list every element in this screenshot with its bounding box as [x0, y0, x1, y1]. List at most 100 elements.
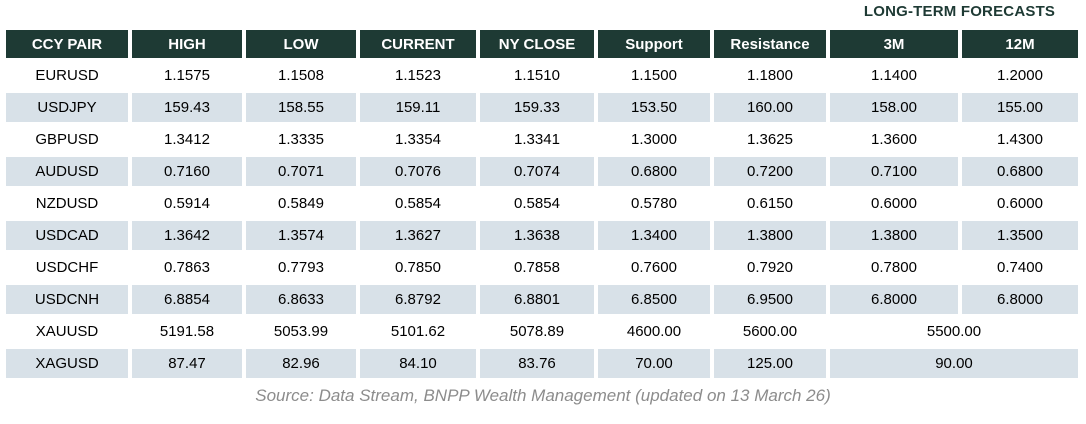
- value-cell: 6.8000: [830, 285, 958, 314]
- header-cell: Support: [598, 30, 710, 58]
- value-cell: 4600.00: [626, 323, 682, 340]
- value-cell: 0.7200: [714, 157, 826, 186]
- value-cell: 1.3642: [132, 221, 242, 250]
- header-cell: 3M: [830, 30, 958, 58]
- value-cell: 1.3600: [871, 131, 917, 148]
- value-cell: 6.8792: [360, 285, 476, 314]
- value-cell: 0.6150: [747, 195, 793, 212]
- table-row: GBPUSD 1.3412 1.3335 1.3354 1.3341 1.3000 1.36…: [6, 125, 1078, 154]
- header-cell: HIGH: [132, 30, 242, 58]
- value-cell: 0.6000: [997, 195, 1043, 212]
- value-cell: 1.1500: [631, 67, 677, 84]
- value-cell: 0.7600: [631, 259, 677, 276]
- value-cell: 0.7160: [132, 157, 242, 186]
- value-cell: 0.7074: [480, 157, 594, 186]
- header-cell: 12M: [962, 30, 1078, 58]
- table-body: EURUSD 1.1575 1.1508 1.1523 1.1510 1.1500 1.18…: [6, 61, 1078, 378]
- value-cell: 1.3625: [747, 131, 793, 148]
- value-cell: 6.8500: [598, 285, 710, 314]
- value-cell: 0.5854: [395, 195, 441, 212]
- fx-forecast-table: CCY PAIR HIGH LOW CURRENT NY CLOSE Support Res…: [2, 27, 1082, 381]
- value-cell: 1.3412: [164, 131, 210, 148]
- value-cell: 153.50: [598, 93, 710, 122]
- value-cell: 1.3800: [830, 221, 958, 250]
- table-row: NZDUSD 0.5914 0.5849 0.5854 0.5854 0.5780 0.61…: [6, 189, 1078, 218]
- value-cell: 70.00: [598, 349, 710, 378]
- value-cell: 1.3341: [514, 131, 560, 148]
- value-cell: 1.3354: [395, 131, 441, 148]
- value-cell: 0.7850: [395, 259, 441, 276]
- value-cell: 1.3400: [598, 221, 710, 250]
- merged-forecast-cell: 5500.00: [926, 323, 982, 340]
- value-cell: 0.7800: [871, 259, 917, 276]
- value-cell: 1.1800: [747, 67, 793, 84]
- pair-cell: XAGUSD: [6, 349, 128, 378]
- table-header: CCY PAIR HIGH LOW CURRENT NY CLOSE Support Res…: [6, 30, 1078, 58]
- value-cell: 5101.62: [390, 323, 446, 340]
- value-cell: 5053.99: [273, 323, 329, 340]
- long-term-forecasts-label: LONG-TERM FORECASTS: [863, 3, 1056, 20]
- table-row: XAUUSD 5191.58 5053.99 5101.62 5078.89 4600.0…: [6, 317, 1078, 346]
- value-cell: 1.1575: [164, 67, 210, 84]
- table-row: USDCNH 6.8854 6.8633 6.8792 6.8801 6.8500 6.95…: [6, 285, 1078, 314]
- table-row: USDCHF 0.7863 0.7793 0.7850 0.7858 0.7600 0.79…: [6, 253, 1078, 282]
- value-cell: 5078.89: [509, 323, 565, 340]
- value-cell: 83.76: [480, 349, 594, 378]
- table-row: USDJPY 159.43 158.55 159.11 159.33 153.50 160.…: [6, 93, 1078, 122]
- value-cell: 1.3000: [631, 131, 677, 148]
- pair-cell: USDCAD: [6, 221, 128, 250]
- value-cell: 6.8633: [246, 285, 356, 314]
- header-cell: CURRENT: [360, 30, 476, 58]
- value-cell: 159.33: [480, 93, 594, 122]
- pair-cell: EURUSD: [35, 67, 99, 84]
- value-cell: 1.1510: [514, 67, 560, 84]
- merged-forecast-cell: 90.00: [830, 349, 1078, 378]
- value-cell: 0.6800: [598, 157, 710, 186]
- value-cell: 1.1523: [395, 67, 441, 84]
- pair-cell: AUDUSD: [6, 157, 128, 186]
- value-cell: 0.5780: [631, 195, 677, 212]
- pair-cell: USDCNH: [6, 285, 128, 314]
- value-cell: 0.7071: [246, 157, 356, 186]
- value-cell: 5600.00: [742, 323, 798, 340]
- table-row: USDCAD 1.3642 1.3574 1.3627 1.3638 1.3400 1.38…: [6, 221, 1078, 250]
- value-cell: 159.43: [132, 93, 242, 122]
- value-cell: 0.7076: [360, 157, 476, 186]
- header-row: CCY PAIR HIGH LOW CURRENT NY CLOSE Support Res…: [6, 30, 1078, 58]
- value-cell: 0.5914: [164, 195, 210, 212]
- value-cell: 0.7920: [747, 259, 793, 276]
- pair-cell: GBPUSD: [35, 131, 99, 148]
- value-cell: 1.3800: [714, 221, 826, 250]
- value-cell: 5191.58: [159, 323, 215, 340]
- pair-cell: XAUUSD: [35, 323, 99, 340]
- value-cell: 1.3335: [278, 131, 324, 148]
- value-cell: 159.11: [360, 93, 476, 122]
- value-cell: 1.3574: [246, 221, 356, 250]
- pair-cell: NZDUSD: [35, 195, 99, 212]
- value-cell: 0.6800: [962, 157, 1078, 186]
- value-cell: 1.3627: [360, 221, 476, 250]
- value-cell: 1.1400: [871, 67, 917, 84]
- header-cell: LOW: [246, 30, 356, 58]
- value-cell: 0.6000: [871, 195, 917, 212]
- value-cell: 1.1508: [278, 67, 324, 84]
- value-cell: 6.8000: [962, 285, 1078, 314]
- table-row: XAGUSD 87.47 82.96 84.10 83.76 70.00 125.00 90.…: [6, 349, 1078, 378]
- value-cell: 1.3638: [480, 221, 594, 250]
- value-cell: 0.7100: [830, 157, 958, 186]
- value-cell: 87.47: [132, 349, 242, 378]
- source-note: Source: Data Stream, BNPP Wealth Managem…: [255, 386, 831, 405]
- value-cell: 0.7858: [514, 259, 560, 276]
- pair-cell: USDCHF: [35, 259, 99, 276]
- value-cell: 155.00: [962, 93, 1078, 122]
- value-cell: 0.5854: [514, 195, 560, 212]
- value-cell: 6.8854: [132, 285, 242, 314]
- value-cell: 158.00: [830, 93, 958, 122]
- table-row: EURUSD 1.1575 1.1508 1.1523 1.1510 1.1500 1.18…: [6, 61, 1078, 90]
- value-cell: 82.96: [246, 349, 356, 378]
- value-cell: 1.3500: [962, 221, 1078, 250]
- pair-cell: USDJPY: [6, 93, 128, 122]
- value-cell: 84.10: [360, 349, 476, 378]
- header-cell: CCY PAIR: [6, 30, 128, 58]
